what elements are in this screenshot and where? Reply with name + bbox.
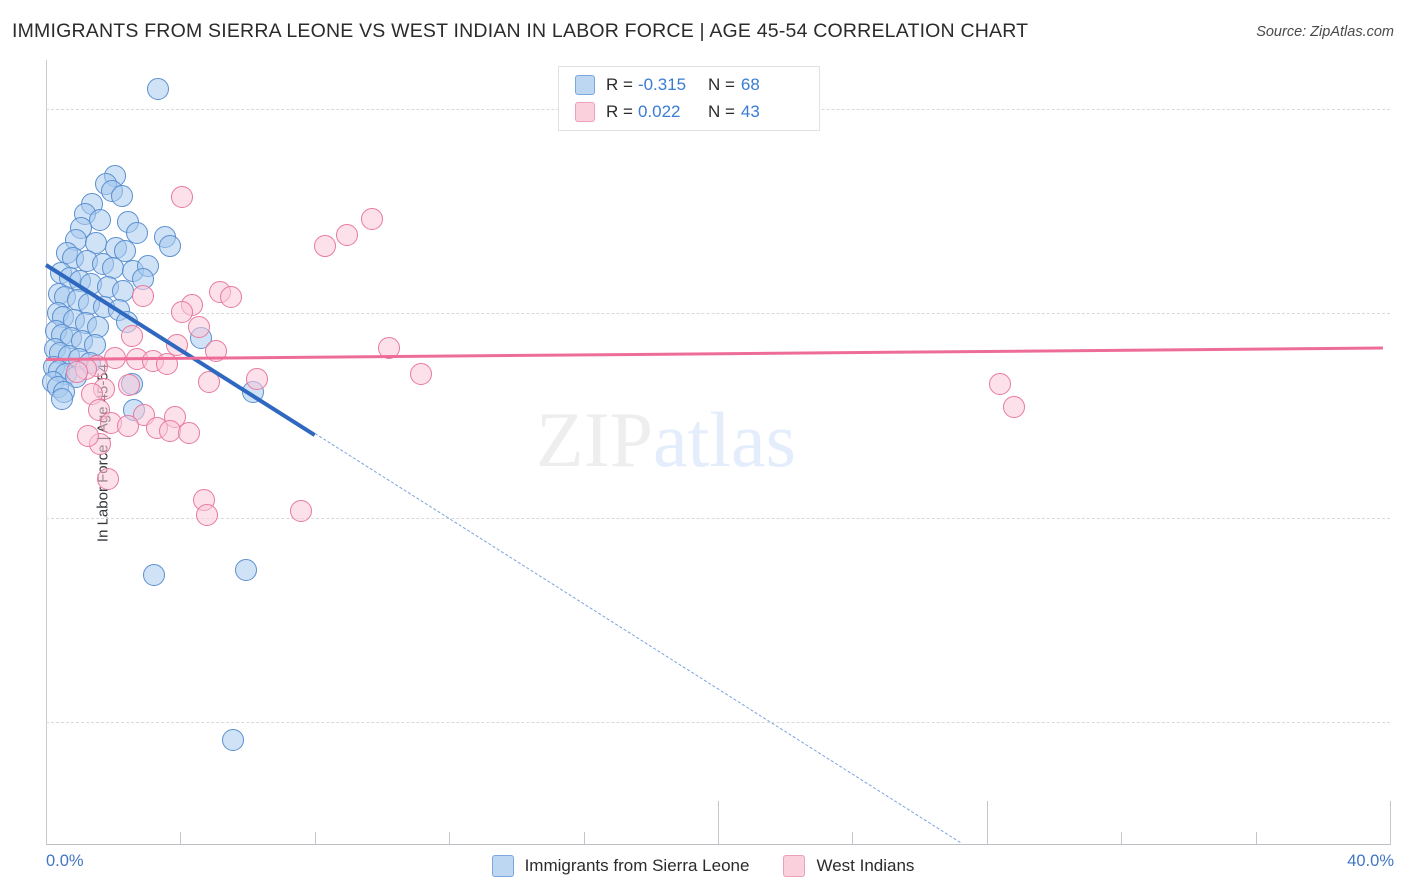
- trend-line-blue-dashed: [314, 432, 961, 843]
- stats-blue-n-label: N =: [707, 75, 735, 94]
- scatter-point-blue: [159, 235, 182, 258]
- scatter-point-pink: [118, 374, 141, 397]
- scatter-point-pink: [65, 361, 88, 384]
- scatter-point-blue: [143, 564, 166, 587]
- scatter-point-pink: [290, 500, 313, 523]
- correlation-stats-box: R = -0.315 N = 68 R = 0.022 N = 43: [558, 66, 820, 131]
- scatter-point-blue: [110, 184, 133, 207]
- scatter-point-blue: [146, 78, 169, 101]
- scatter-point-pink: [335, 223, 358, 246]
- x-axis-tick: [46, 801, 47, 845]
- y-axis-line: [46, 60, 47, 845]
- stats-pink-n-label: N =: [707, 102, 735, 121]
- legend-label-sierra-leone: Immigrants from Sierra Leone: [524, 856, 750, 875]
- stats-swatch-blue-icon: [575, 75, 595, 95]
- trend-line-pink: [45, 346, 1384, 361]
- scatter-point-pink: [246, 367, 268, 390]
- scatter-point-blue: [51, 387, 74, 410]
- y-tick-label: 87.5%: [1396, 321, 1406, 340]
- x-axis-tick: [314, 832, 316, 845]
- scatter-point-pink: [171, 300, 194, 323]
- stats-blue-r-value: -0.315: [637, 75, 687, 94]
- legend-label-west-indians: West Indians: [816, 856, 915, 875]
- scatter-point-pink: [360, 207, 383, 230]
- scatter-point-pink: [195, 503, 218, 526]
- scatter-point-blue: [125, 222, 148, 245]
- x-axis-tick: [180, 832, 182, 845]
- x-axis-tick: [1255, 832, 1257, 845]
- scatter-point-pink: [155, 353, 178, 376]
- source-attribution: Source: ZipAtlas.com: [1256, 24, 1394, 40]
- stats-pink-n-value: 43: [740, 102, 760, 121]
- stats-blue-n-value: 68: [740, 75, 760, 94]
- scatter-point-pink: [377, 336, 400, 359]
- x-axis-max-label: 40.0%: [1347, 852, 1394, 870]
- stats-swatch-pink-icon: [575, 102, 595, 122]
- scatter-point-pink: [120, 325, 143, 348]
- legend-swatch-pink-icon: [783, 855, 806, 877]
- y-tick-label: 62.5%: [1396, 730, 1406, 749]
- gridline-y: [46, 722, 1390, 724]
- chart-legend: Immigrants from Sierra Leone West Indian…: [0, 849, 1406, 883]
- x-axis-tick: [852, 832, 854, 845]
- scatter-point-pink: [989, 372, 1012, 395]
- x-axis-tick: [449, 832, 451, 845]
- x-axis-tick: [583, 832, 585, 845]
- gridline-y: [46, 517, 1390, 519]
- legend-swatch-blue-icon: [491, 855, 514, 877]
- stats-blue-r-label: R =: [606, 75, 633, 94]
- gridline-y: [46, 313, 1390, 315]
- scatter-point-pink: [197, 371, 220, 394]
- stats-pink-r-value: 0.022: [637, 102, 681, 121]
- page-title: IMMIGRANTS FROM SIERRA LEONE VS WEST IND…: [12, 20, 1029, 42]
- scatter-point-blue: [222, 729, 245, 752]
- scatter-point-pink: [171, 186, 194, 209]
- scatter-point-pink: [219, 286, 242, 309]
- legend-item-west-indians[interactable]: West Indians: [783, 855, 914, 877]
- scatter-point-pink: [187, 315, 210, 338]
- scatter-point-pink: [77, 425, 99, 448]
- scatter-point-pink: [131, 284, 154, 307]
- y-tick-label: 75.0%: [1396, 526, 1406, 545]
- stats-pink-r-label: R =: [606, 102, 633, 121]
- x-axis-tick: [1121, 832, 1123, 845]
- scatter-point-pink: [166, 333, 189, 356]
- scatter-point-pink: [204, 340, 227, 363]
- scatter-point-pink: [97, 467, 120, 490]
- x-axis-tick: [986, 801, 988, 845]
- scatter-point-pink: [313, 235, 336, 258]
- scatter-point-blue: [89, 209, 112, 232]
- stats-row-pink: R = 0.022 N = 43: [575, 99, 819, 126]
- scatter-point-pink: [409, 363, 432, 385]
- scatter-point-pink: [117, 415, 140, 438]
- scatter-point-pink: [1002, 395, 1025, 418]
- x-axis-min-label: 0.0%: [46, 852, 84, 870]
- x-axis-tick: [1390, 801, 1391, 845]
- x-axis-tick: [718, 801, 719, 845]
- legend-item-sierra-leone[interactable]: Immigrants from Sierra Leone: [491, 855, 750, 877]
- plot-area: In Labor Force | Age 45-54 100.0%87.5%75…: [42, 60, 1391, 845]
- y-tick-label: 100.0%: [1396, 117, 1406, 136]
- scatter-point-pink: [177, 421, 200, 444]
- scatter-point-blue: [234, 559, 257, 582]
- stats-row-blue: R = -0.315 N = 68: [575, 72, 819, 99]
